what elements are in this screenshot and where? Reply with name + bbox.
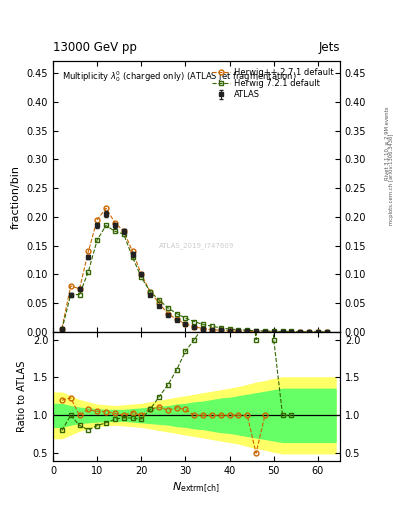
Herwig++ 2.7.1 default bbox=[272, 329, 276, 335]
Herwig++ 2.7.1 default bbox=[174, 316, 179, 323]
Herwig++ 2.7.1 default bbox=[280, 329, 285, 335]
Herwig 7.2.1 default bbox=[236, 327, 241, 333]
Herwig 7.2.1 default bbox=[130, 254, 135, 260]
Herwig 7.2.1 default bbox=[59, 327, 64, 333]
Herwig++ 2.7.1 default bbox=[307, 329, 311, 335]
Herwig 7.2.1 default bbox=[254, 328, 259, 334]
Herwig++ 2.7.1 default bbox=[263, 329, 267, 335]
Herwig++ 2.7.1 default bbox=[209, 327, 214, 333]
Herwig 7.2.1 default bbox=[245, 327, 250, 333]
Herwig++ 2.7.1 default bbox=[95, 217, 99, 223]
Herwig 7.2.1 default bbox=[209, 323, 214, 329]
Herwig++ 2.7.1 default bbox=[201, 326, 206, 332]
Line: Herwig 7.2.1 default: Herwig 7.2.1 default bbox=[59, 223, 329, 334]
Herwig++ 2.7.1 default bbox=[59, 326, 64, 332]
Herwig++ 2.7.1 default bbox=[121, 228, 126, 234]
Herwig++ 2.7.1 default bbox=[245, 328, 250, 334]
Text: 13000 GeV pp: 13000 GeV pp bbox=[53, 41, 137, 54]
Herwig 7.2.1 default bbox=[95, 237, 99, 243]
Herwig++ 2.7.1 default bbox=[219, 327, 223, 333]
Herwig 7.2.1 default bbox=[139, 274, 144, 281]
Herwig++ 2.7.1 default bbox=[192, 324, 196, 330]
Herwig++ 2.7.1 default bbox=[68, 283, 73, 289]
Herwig++ 2.7.1 default bbox=[298, 329, 303, 335]
Herwig++ 2.7.1 default bbox=[139, 271, 144, 278]
X-axis label: $N_{\mathrm{extrm[ch]}}$: $N_{\mathrm{extrm[ch]}}$ bbox=[173, 481, 220, 496]
Herwig 7.2.1 default bbox=[307, 329, 311, 335]
Herwig++ 2.7.1 default bbox=[112, 220, 117, 226]
Herwig 7.2.1 default bbox=[157, 296, 162, 303]
Herwig 7.2.1 default bbox=[121, 231, 126, 237]
Herwig 7.2.1 default bbox=[324, 329, 329, 335]
Text: Multiplicity $\lambda_0^0$ (charged only) (ATLAS jet fragmentation): Multiplicity $\lambda_0^0$ (charged only… bbox=[62, 70, 296, 84]
Herwig 7.2.1 default bbox=[174, 310, 179, 316]
Herwig++ 2.7.1 default bbox=[289, 329, 294, 335]
Herwig++ 2.7.1 default bbox=[324, 329, 329, 335]
Herwig 7.2.1 default bbox=[298, 329, 303, 335]
Text: Jets: Jets bbox=[318, 41, 340, 54]
Herwig 7.2.1 default bbox=[165, 305, 170, 311]
Herwig 7.2.1 default bbox=[219, 325, 223, 331]
Herwig 7.2.1 default bbox=[77, 291, 82, 297]
Herwig 7.2.1 default bbox=[316, 329, 320, 335]
Text: ATLAS_2019_I747609: ATLAS_2019_I747609 bbox=[159, 242, 234, 249]
Herwig++ 2.7.1 default bbox=[86, 248, 91, 254]
Herwig 7.2.1 default bbox=[201, 322, 206, 328]
Herwig 7.2.1 default bbox=[272, 328, 276, 334]
Herwig++ 2.7.1 default bbox=[104, 205, 108, 211]
Text: mcplots.cern.ch [arXiv:1306.3436]: mcplots.cern.ch [arXiv:1306.3436] bbox=[389, 134, 393, 225]
Y-axis label: Ratio to ATLAS: Ratio to ATLAS bbox=[17, 360, 27, 432]
Text: Rivet 3.1.10, ≥ 2.9M events: Rivet 3.1.10, ≥ 2.9M events bbox=[385, 106, 389, 180]
Herwig 7.2.1 default bbox=[104, 222, 108, 228]
Herwig 7.2.1 default bbox=[280, 328, 285, 334]
Herwig++ 2.7.1 default bbox=[227, 328, 232, 334]
Herwig++ 2.7.1 default bbox=[130, 248, 135, 254]
Herwig 7.2.1 default bbox=[86, 268, 91, 274]
Herwig 7.2.1 default bbox=[192, 318, 196, 325]
Herwig 7.2.1 default bbox=[183, 315, 188, 321]
Herwig++ 2.7.1 default bbox=[183, 321, 188, 327]
Herwig 7.2.1 default bbox=[289, 328, 294, 334]
Line: Herwig++ 2.7.1 default: Herwig++ 2.7.1 default bbox=[59, 206, 329, 334]
Herwig 7.2.1 default bbox=[148, 289, 152, 295]
Herwig 7.2.1 default bbox=[68, 291, 73, 297]
Herwig++ 2.7.1 default bbox=[236, 328, 241, 334]
Herwig++ 2.7.1 default bbox=[165, 310, 170, 316]
Y-axis label: fraction/bin: fraction/bin bbox=[11, 165, 21, 229]
Herwig++ 2.7.1 default bbox=[157, 300, 162, 306]
Herwig 7.2.1 default bbox=[263, 328, 267, 334]
Legend: Herwig++ 2.7.1 default, Herwig 7.2.1 default, ATLAS: Herwig++ 2.7.1 default, Herwig 7.2.1 def… bbox=[209, 66, 336, 102]
Herwig 7.2.1 default bbox=[112, 228, 117, 234]
Herwig 7.2.1 default bbox=[227, 326, 232, 332]
Herwig++ 2.7.1 default bbox=[254, 329, 259, 335]
Herwig++ 2.7.1 default bbox=[148, 289, 152, 295]
Herwig++ 2.7.1 default bbox=[77, 286, 82, 292]
Herwig++ 2.7.1 default bbox=[316, 329, 320, 335]
